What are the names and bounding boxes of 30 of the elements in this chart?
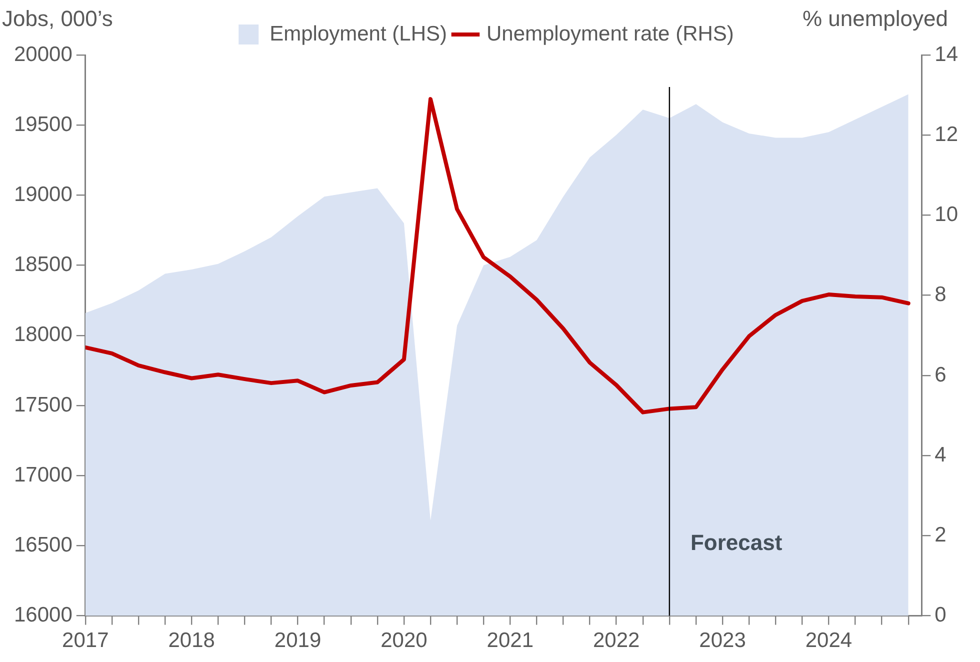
x-tick-label: 2024: [805, 629, 852, 652]
y2-tick-label: 4: [934, 443, 947, 466]
y-tick-label: 17000: [14, 463, 72, 486]
ref-line-label: Forecast: [690, 530, 783, 555]
x-tick-label: 2019: [274, 629, 322, 652]
x-tick-label: 2023: [699, 629, 746, 652]
y-axis-title: Jobs, 000’s: [2, 6, 113, 32]
x-tick-label: 2020: [380, 629, 428, 652]
y2-tick-label: 0: [934, 604, 946, 627]
y-tick-label: 17500: [14, 393, 72, 416]
legend-label: Unemployment rate (RHS): [486, 22, 734, 46]
y2-tick-label: 10: [934, 203, 958, 226]
x-tick-label: 2017: [62, 629, 109, 652]
x-tick-label: 2018: [168, 629, 215, 652]
y2-tick-label: 2: [934, 523, 946, 546]
y2-tick-label: 6: [934, 363, 946, 386]
x-tick-label: 2021: [486, 629, 534, 652]
y-tick-label: 20000: [14, 42, 72, 66]
y-tick-label: 18000: [14, 323, 72, 346]
y-tick-label: 19500: [14, 112, 72, 136]
y2-tick-label: 14: [934, 42, 958, 66]
x-tick-label: 2022: [592, 629, 640, 652]
y2-tick-label: 8: [934, 283, 946, 306]
y-tick-label: 19000: [14, 182, 72, 206]
y-tick-label: 16000: [14, 604, 72, 627]
y-tick-label: 18500: [14, 253, 72, 276]
y2-tick-label: 12: [934, 122, 958, 146]
y-tick-label: 16500: [14, 533, 72, 556]
legend-label: Employment (LHS): [270, 22, 447, 46]
y2-axis-title: % unemployed: [802, 6, 948, 32]
